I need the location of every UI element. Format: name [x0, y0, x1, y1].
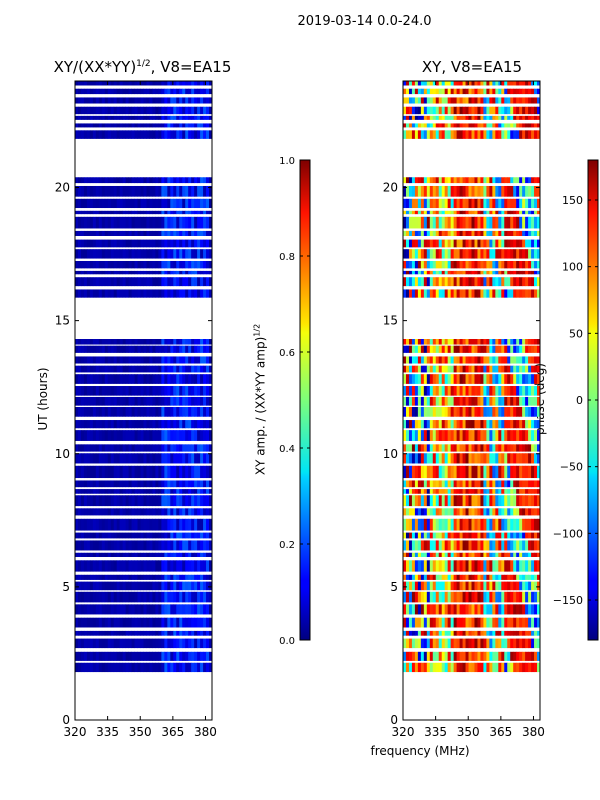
x-tick-label: 320 — [392, 725, 415, 739]
x-tick-label: 335 — [424, 725, 447, 739]
colorbar-tick-label: −50 — [560, 461, 583, 474]
y-tick-label: 20 — [383, 181, 398, 195]
y-tick-label: 0 — [390, 713, 398, 727]
x-tick-label: 350 — [129, 725, 152, 739]
colorbar-tick-label: 0.2 — [279, 540, 295, 551]
left-panel-title: XY/(XX*YY)1/2, V8=EA15 — [40, 58, 245, 76]
phase-heatmap-panel: 320 335 350 365 380 0 5 10 15 20 — [383, 80, 545, 739]
colorbar-tick-label: 100 — [562, 261, 583, 274]
colorbar-tick-label: 1.0 — [279, 156, 295, 167]
y-tick-label: 5 — [390, 580, 398, 594]
figure-title: 2019-03-14 0.0-24.0 — [297, 14, 432, 29]
x-tick-label: 365 — [161, 725, 184, 739]
left-title-sup: 1/2 — [136, 59, 151, 69]
x-tick-label: 335 — [96, 725, 119, 739]
colorbar-tick-label: −100 — [553, 527, 583, 540]
y-tick-label: 20 — [55, 181, 70, 195]
x-axis-label: frequency (MHz) — [370, 744, 470, 758]
left-title-suffix: , V8=EA15 — [150, 58, 232, 76]
colorbar-tick-label: 0.0 — [279, 636, 295, 647]
colorbar-tick-label: −150 — [553, 594, 583, 607]
y-tick-label: 5 — [62, 580, 70, 594]
x-tick-label: 365 — [489, 725, 512, 739]
y-tick-label: 10 — [55, 447, 70, 461]
x-tick-label: 350 — [457, 725, 480, 739]
colorbar-tick-label: 0.8 — [279, 252, 295, 263]
colorbar-tick-label: 150 — [562, 194, 583, 207]
colorbar-gradient — [299, 159, 311, 641]
left-title-main: XY/(XX*YY) — [53, 58, 137, 76]
y-tick-label: 15 — [55, 314, 70, 328]
amp-colorbar: 0.0 0.2 0.4 0.6 0.8 1.0 — [279, 156, 311, 647]
y-tick-label: 15 — [383, 314, 398, 328]
colorbar-tick-label: 0.4 — [279, 444, 295, 455]
colorbar-tick-label: 0 — [576, 394, 583, 407]
y-tick-label: 0 — [62, 713, 70, 727]
x-tick-label: 380 — [522, 725, 545, 739]
phase-colorbar: −150 −100 −50 0 50 100 150 — [553, 159, 599, 641]
colorbar-tick-label: 50 — [569, 327, 583, 340]
right-panel-title: XY, V8=EA15 — [421, 58, 523, 76]
y-tick-label: 10 — [383, 447, 398, 461]
x-tick-label: 320 — [64, 725, 87, 739]
x-tick-label: 380 — [194, 725, 217, 739]
colorbar-tick-label: 0.6 — [279, 348, 295, 359]
amp-heatmap-panel: 320 335 350 365 380 0 5 10 15 20 — [55, 80, 217, 739]
